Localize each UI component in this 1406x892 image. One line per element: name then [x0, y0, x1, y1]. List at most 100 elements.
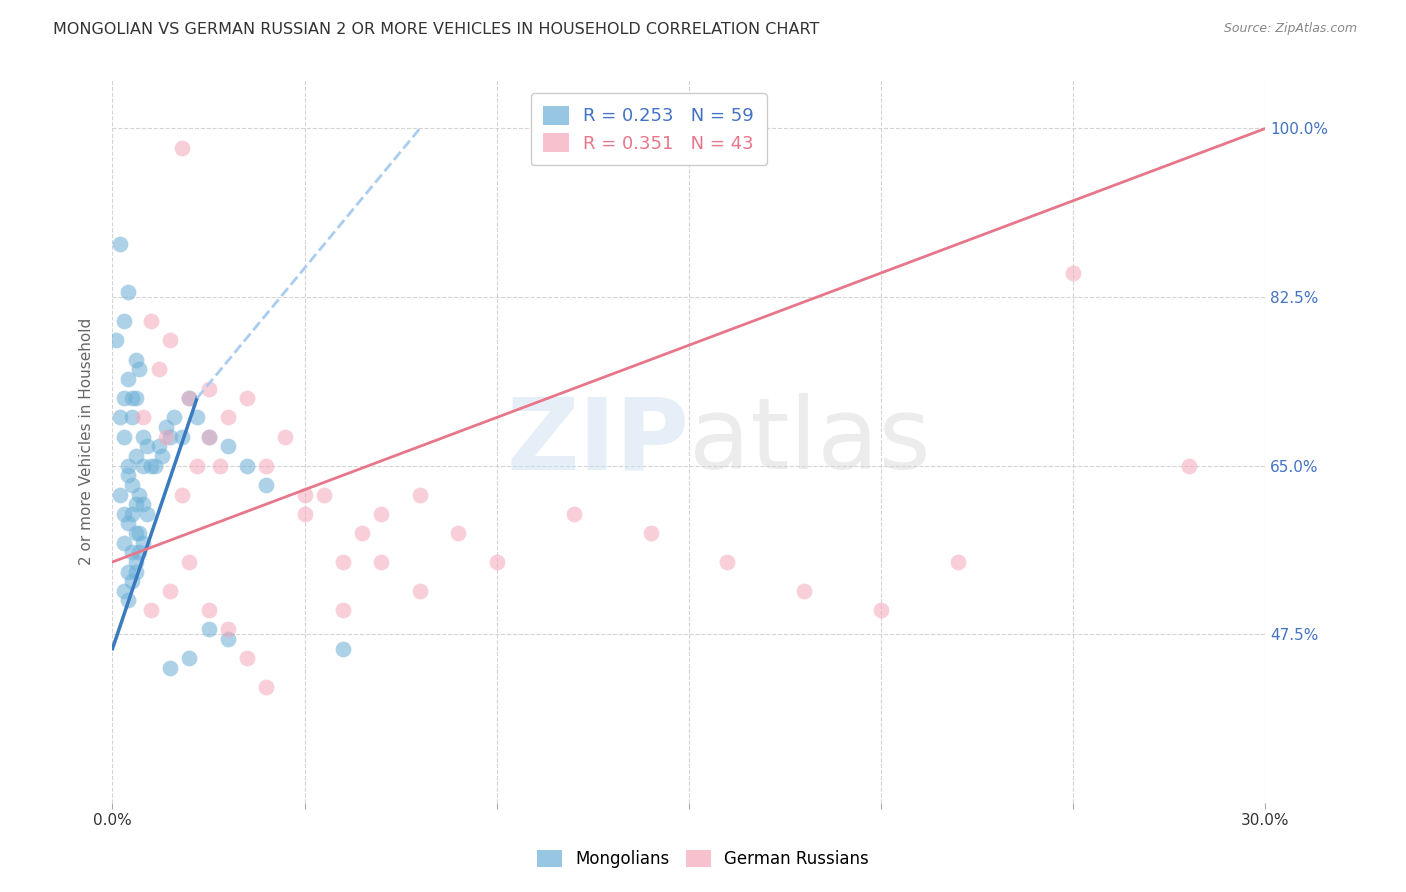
Point — [128, 526, 150, 541]
Point — [121, 391, 143, 405]
Point — [217, 632, 239, 646]
Point — [124, 352, 146, 367]
Point — [124, 391, 146, 405]
Point — [716, 555, 738, 569]
Point — [370, 507, 392, 521]
Point — [121, 545, 143, 559]
Point — [139, 314, 162, 328]
Point — [143, 458, 166, 473]
Point — [254, 680, 277, 694]
Point — [870, 603, 893, 617]
Point — [132, 458, 155, 473]
Point — [132, 410, 155, 425]
Point — [139, 603, 162, 617]
Point — [179, 651, 201, 665]
Point — [332, 555, 354, 569]
Point — [274, 430, 297, 444]
Point — [217, 410, 239, 425]
Point — [186, 410, 208, 425]
Point — [108, 487, 131, 501]
Point — [197, 603, 219, 617]
Point — [312, 487, 335, 501]
Text: atlas: atlas — [689, 393, 931, 490]
Point — [159, 661, 181, 675]
Point — [117, 285, 139, 300]
Point — [352, 526, 374, 541]
Point — [152, 449, 174, 463]
Point — [163, 410, 186, 425]
Point — [148, 439, 170, 453]
Point — [117, 468, 139, 483]
Point — [159, 334, 181, 348]
Point — [136, 439, 159, 453]
Point — [197, 623, 219, 637]
Point — [179, 391, 201, 405]
Point — [124, 449, 146, 463]
Point — [1177, 458, 1199, 473]
Point — [117, 516, 139, 531]
Point — [946, 555, 969, 569]
Point — [132, 535, 155, 549]
Point — [155, 420, 177, 434]
Point — [112, 583, 135, 598]
Point — [124, 526, 146, 541]
Point — [254, 458, 277, 473]
Point — [170, 141, 193, 155]
Point — [159, 583, 181, 598]
Point — [121, 507, 143, 521]
Point — [209, 458, 232, 473]
Point — [294, 507, 316, 521]
Point — [197, 430, 219, 444]
Point — [793, 583, 815, 598]
Point — [197, 430, 219, 444]
Point — [121, 410, 143, 425]
Point — [254, 478, 277, 492]
Point — [128, 362, 150, 376]
Point — [217, 439, 239, 453]
Point — [562, 507, 585, 521]
Point — [139, 458, 162, 473]
Point — [186, 458, 208, 473]
Point — [124, 565, 146, 579]
Point — [112, 535, 135, 549]
Point — [159, 430, 181, 444]
Point — [332, 603, 354, 617]
Point — [108, 237, 131, 252]
Point — [179, 391, 201, 405]
Point — [121, 574, 143, 589]
Point — [117, 372, 139, 386]
Y-axis label: 2 or more Vehicles in Household: 2 or more Vehicles in Household — [79, 318, 94, 566]
Point — [294, 487, 316, 501]
Point — [485, 555, 508, 569]
Point — [640, 526, 662, 541]
Point — [132, 497, 155, 511]
Point — [112, 430, 135, 444]
Point — [128, 487, 150, 501]
Legend: R = 0.253   N = 59, R = 0.351   N = 43: R = 0.253 N = 59, R = 0.351 N = 43 — [531, 93, 766, 165]
Point — [217, 623, 239, 637]
Point — [332, 641, 354, 656]
Point — [117, 565, 139, 579]
Point — [179, 555, 201, 569]
Point — [117, 458, 139, 473]
Point — [124, 497, 146, 511]
Point — [409, 583, 432, 598]
Point — [170, 487, 193, 501]
Point — [236, 458, 259, 473]
Text: MONGOLIAN VS GERMAN RUSSIAN 2 OR MORE VEHICLES IN HOUSEHOLD CORRELATION CHART: MONGOLIAN VS GERMAN RUSSIAN 2 OR MORE VE… — [53, 22, 820, 37]
Point — [117, 593, 139, 607]
Point — [370, 555, 392, 569]
Point — [155, 430, 177, 444]
Point — [112, 507, 135, 521]
Point — [136, 507, 159, 521]
Point — [112, 391, 135, 405]
Point — [236, 391, 259, 405]
Point — [121, 478, 143, 492]
Point — [409, 487, 432, 501]
Point — [105, 334, 128, 348]
Point — [447, 526, 470, 541]
Text: ZIP: ZIP — [506, 393, 689, 490]
Point — [236, 651, 259, 665]
Point — [148, 362, 170, 376]
Point — [112, 314, 135, 328]
